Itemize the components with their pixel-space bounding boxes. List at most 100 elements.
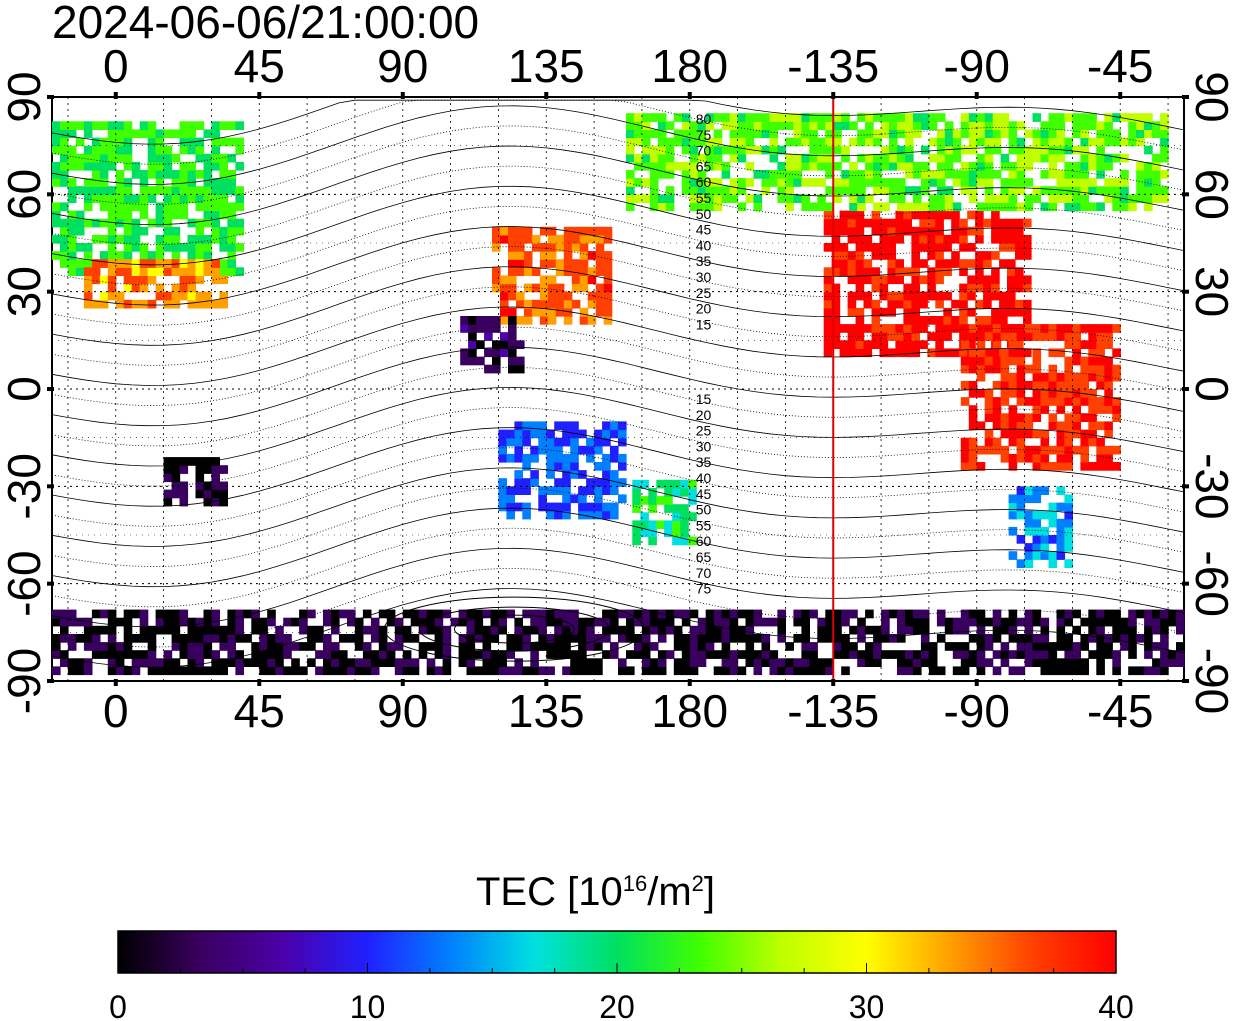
tec-pixel [1096, 372, 1105, 382]
tec-pixel [1096, 453, 1105, 463]
tec-pixel [641, 194, 651, 203]
tec-pixel [362, 609, 372, 619]
tec-pixel [602, 510, 611, 520]
lon-tick-bottom: -45 [1087, 685, 1153, 737]
tec-pixel [323, 609, 332, 619]
tec-pixel [123, 153, 133, 163]
dip-label-south: 50 [696, 502, 712, 518]
tec-pixel [219, 170, 228, 179]
tec-pixel [944, 617, 954, 627]
tec-pixel [203, 234, 213, 244]
tec-pixel [52, 145, 61, 155]
tec-pixel [713, 153, 723, 163]
tec-pixel [991, 234, 1000, 244]
tec-pixel [211, 666, 220, 676]
tec-pixel [347, 609, 356, 619]
tec-pixel [952, 666, 962, 676]
tec-pixel [649, 129, 659, 139]
tec-pixel [689, 153, 699, 163]
tec-pixel [508, 267, 517, 276]
tec-pixel [968, 445, 978, 455]
tec-pixel [1016, 510, 1026, 520]
tec-pixel [944, 137, 954, 147]
tec-pixel [1160, 113, 1169, 122]
tec-pixel [171, 465, 181, 474]
tec-pixel [689, 634, 699, 643]
tec-pixel [203, 194, 213, 203]
tec-pixel [570, 453, 579, 463]
tec-pixel [1112, 445, 1121, 455]
tec-pixel [394, 634, 404, 643]
tec-pixel [1032, 194, 1042, 203]
tec-pixel [865, 170, 874, 179]
tec-pixel [705, 617, 715, 627]
tec-pixel [107, 666, 117, 676]
tec-pixel [1080, 397, 1089, 406]
tec-pixel [745, 642, 755, 651]
tec-pixel [99, 186, 109, 195]
tec-pixel [235, 218, 244, 228]
tec-pixel [889, 609, 898, 619]
tec-pixel [976, 462, 986, 471]
tec-pixel [935, 348, 944, 358]
tec-pixel [362, 666, 372, 676]
tec-pixel [871, 299, 881, 309]
tec-pixel [235, 609, 244, 619]
tec-pixel [1015, 340, 1024, 349]
tec-pixel [737, 634, 747, 643]
tec-pixel [1048, 145, 1058, 155]
tec-pixel [944, 186, 954, 195]
tec-pixel [745, 650, 755, 659]
tec-pixel [871, 275, 881, 285]
tec-pixel [793, 666, 802, 676]
tec-pixel [563, 307, 573, 317]
tec-pixel [1008, 380, 1018, 390]
tec-pixel [1112, 153, 1121, 163]
tec-pixel [219, 481, 228, 491]
tec-pixel [523, 267, 533, 276]
tec-pixel [426, 625, 436, 635]
dip-contour [51, 145, 1185, 226]
tec-pixel [123, 137, 133, 147]
tec-pixel [492, 348, 501, 358]
tec-pixel [163, 243, 173, 252]
tec-pixel [1024, 543, 1034, 552]
tec-pixel [571, 275, 581, 285]
tec-pixel [887, 259, 896, 268]
tec-pixel [657, 161, 667, 171]
tec-pixel [1032, 405, 1042, 414]
tec-pixel [999, 307, 1008, 317]
tec-pixel [219, 489, 228, 499]
tec-pixel [1104, 332, 1113, 341]
tec-pixel [1096, 129, 1105, 139]
tec-pixel [508, 251, 517, 260]
colorbar-title-exp2: 2 [692, 871, 704, 896]
tec-pixel [1088, 137, 1097, 147]
tec-pixel [905, 137, 914, 147]
tec-pixel [681, 145, 691, 155]
tec-pixel [905, 161, 914, 171]
tec-pixel [857, 658, 866, 667]
tec-pixel [761, 121, 771, 130]
tec-region-southeast-asia [460, 316, 525, 374]
tec-pixel [418, 617, 428, 627]
tec-pixel [753, 609, 763, 619]
tec-pixel [163, 473, 173, 483]
tec-pixel [482, 650, 492, 659]
tec-pixel [219, 161, 228, 171]
tec-pixel [777, 666, 786, 676]
tec-pixel [1016, 453, 1026, 463]
tec-pixel [323, 642, 332, 651]
tec-pixel [498, 666, 507, 676]
tec-pixel [586, 617, 595, 627]
tec-pixel [187, 275, 197, 285]
tec-pixel [831, 340, 841, 349]
tec-pixel [785, 666, 794, 676]
tec-pixel [554, 510, 563, 520]
tec-pixel [195, 275, 205, 285]
tec-pixel [919, 275, 928, 285]
tec-pixel [1160, 137, 1169, 147]
tec-pixel [1080, 617, 1089, 627]
tec-pixel [227, 243, 236, 252]
tec-pixel [1032, 153, 1042, 163]
